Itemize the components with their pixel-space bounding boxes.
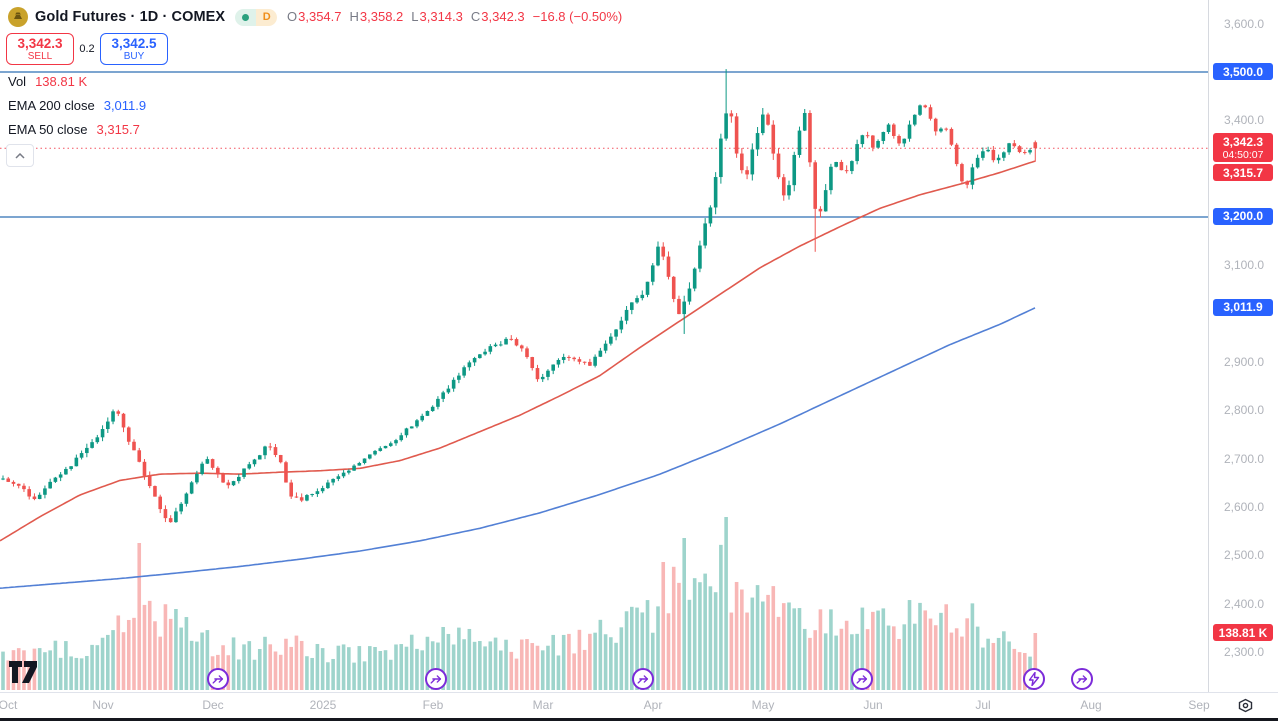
price-level-badge: 3,200.0 <box>1213 207 1273 225</box>
tradingview-logo[interactable] <box>8 660 42 691</box>
ohlc-value: 3,314.3 <box>419 9 463 24</box>
ohlc-key: H <box>349 9 359 24</box>
legend-ema50-value: 3,315.7 <box>96 122 140 137</box>
volume-bars <box>1 517 1038 690</box>
axis-settings-gear-icon[interactable] <box>1237 697 1254 719</box>
price-level-badge: 3,011.9 <box>1213 298 1273 316</box>
x-axis-label-sep: Sep <box>1188 698 1210 712</box>
jump-arrow-marker-icon[interactable] <box>1071 668 1093 690</box>
ohlc-value: 3,354.7 <box>298 9 342 24</box>
ema200-line[interactable] <box>0 307 1036 589</box>
y-axis-tick: 2,800.0 <box>1223 403 1265 418</box>
volume-value-badge: 138.81 K <box>1213 624 1273 641</box>
buy-price: 3,342.5 <box>111 35 157 51</box>
sell-button[interactable]: 3,342.3 SELL <box>6 33 74 65</box>
x-axis-label-2025: 2025 <box>309 698 337 712</box>
x-axis-label-dec: Dec <box>202 698 224 712</box>
price-level-badge: 3,500.0 <box>1213 63 1273 80</box>
spread-value: 0.2 <box>79 43 95 55</box>
buy-label: BUY <box>123 50 145 62</box>
interval-badge: D <box>256 8 278 26</box>
jump-arrow-marker-icon[interactable] <box>425 668 447 690</box>
price-axis[interactable]: 3,600.0 3,400.0 3,100.0 2,900.0 2,800.0 2,700… <box>1208 0 1278 692</box>
y-axis-tick: 3,100.0 <box>1223 258 1265 273</box>
chevron-up-icon <box>15 152 25 159</box>
x-axis-label-mar: Mar <box>532 698 554 712</box>
y-axis-tick: 2,700.0 <box>1223 451 1265 466</box>
market-open-dot-icon <box>235 8 257 26</box>
gold-futures-icon <box>8 7 28 27</box>
legend-ema200-label: EMA 200 close <box>8 98 95 113</box>
x-axis-label-oct: Oct <box>0 698 18 712</box>
legend-ema200[interactable]: EMA 200 close 3,011.9 <box>8 98 146 113</box>
legend-ema200-value: 3,011.9 <box>103 98 147 113</box>
y-axis-tick: 3,400.0 <box>1223 113 1265 128</box>
ohlc-key: L <box>411 9 419 24</box>
y-axis-tick: 2,900.0 <box>1223 354 1265 369</box>
time-axis[interactable]: Oct Nov Dec 2025 Feb Mar Apr May Jun Jul Aug Sep <box>0 692 1278 719</box>
collapse-legend-button[interactable] <box>6 144 34 167</box>
y-axis-tick: 3,600.0 <box>1223 16 1265 31</box>
change-value: −16.8 (−0.50%) <box>532 9 623 24</box>
legend-volume-value: 138.81 K <box>35 74 88 89</box>
ohlc-value: 3,342.3 <box>481 9 525 24</box>
ohlc-value: 3,358.2 <box>359 9 404 24</box>
ohlc-key: C <box>470 9 481 24</box>
sell-price: 3,342.3 <box>17 35 63 51</box>
ohlc-key: O <box>287 9 298 24</box>
market-status-pill[interactable]: D <box>235 8 278 26</box>
legend-ema50[interactable]: EMA 50 close 3,315.7 <box>8 122 140 137</box>
lightning-marker-icon[interactable] <box>1023 668 1045 690</box>
x-axis-label-jul: Jul <box>975 698 991 712</box>
x-axis-label-aug: Aug <box>1080 698 1102 712</box>
x-axis-label-jun: Jun <box>863 698 883 712</box>
ohlc-values: O3,354.7 H3,358.2 L3,314.3 C3,342.3 −16.8 (−… <box>287 9 622 24</box>
symbol-title[interactable]: Gold Futures · 1D · COMEX <box>35 9 226 25</box>
y-axis-tick: 2,500.0 <box>1223 548 1265 563</box>
legend-volume[interactable]: Vol 138.81 K <box>8 74 87 89</box>
x-axis-label-may: May <box>751 698 775 712</box>
x-axis-label-feb: Feb <box>422 698 444 712</box>
buy-button[interactable]: 3,342.5 BUY <box>100 33 168 65</box>
chart-canvas[interactable] <box>0 0 1208 692</box>
y-axis-tick: 2,400.0 <box>1223 596 1265 611</box>
y-axis-tick: 2,600.0 <box>1223 499 1265 514</box>
ema50-price-badge: 3,315.7 <box>1213 164 1273 182</box>
jump-arrow-marker-icon[interactable] <box>851 668 873 690</box>
ema50-line[interactable] <box>0 160 1036 542</box>
legend-volume-label: Vol <box>8 74 27 89</box>
y-axis-tick: 2,300.0 <box>1223 644 1265 659</box>
current-price-badge: 3,342.3 04:50:07 <box>1213 133 1273 163</box>
symbol-header: Gold Futures · 1D · COMEX D <box>8 6 278 28</box>
x-axis-label-nov: Nov <box>92 698 114 712</box>
sell-label: SELL <box>27 50 53 62</box>
jump-arrow-marker-icon[interactable] <box>207 668 229 690</box>
window-bottom-edge <box>0 718 1278 721</box>
candlesticks <box>1 69 1038 523</box>
trade-buttons-row: 3,342.3 SELL 0.2 3,342.5 BUY <box>6 33 168 65</box>
x-axis-label-apr: Apr <box>643 698 663 712</box>
legend-ema50-label: EMA 50 close <box>8 122 88 137</box>
jump-arrow-marker-icon[interactable] <box>632 668 654 690</box>
